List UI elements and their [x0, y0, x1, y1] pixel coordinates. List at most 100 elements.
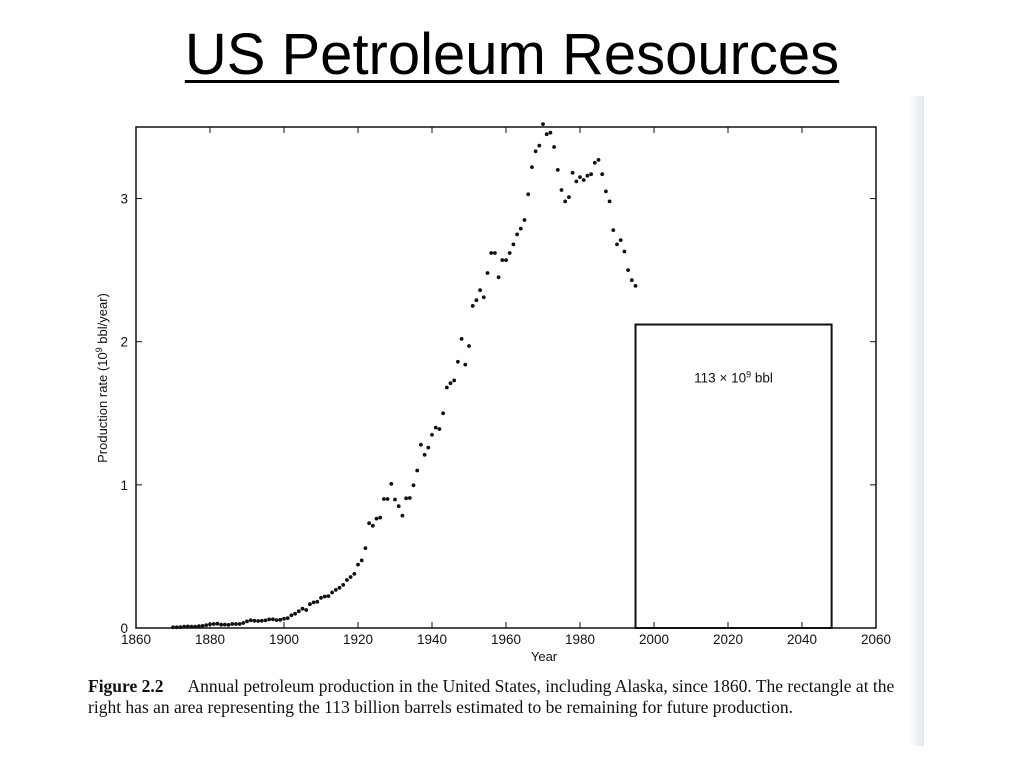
data-point	[496, 275, 501, 280]
data-point	[607, 199, 612, 204]
data-point	[248, 618, 253, 623]
x-tick-label-1920: 1920	[343, 632, 373, 647]
data-point	[237, 622, 242, 626]
data-point	[341, 583, 346, 587]
data-point	[578, 175, 582, 180]
data-point	[396, 504, 401, 509]
data-point	[626, 268, 630, 272]
data-point	[533, 149, 538, 154]
data-point	[174, 625, 179, 630]
data-point	[559, 188, 564, 192]
data-point	[259, 618, 264, 623]
data-point	[507, 251, 512, 255]
data-point	[285, 616, 290, 620]
data-point	[452, 378, 457, 383]
remaining-box-rect	[634, 323, 833, 629]
data-point	[200, 624, 205, 628]
data-point	[422, 452, 427, 457]
data-point	[296, 609, 301, 614]
remaining-box-label-main: 113 × 10	[694, 371, 746, 386]
data-point	[204, 623, 209, 627]
data-point	[382, 497, 386, 501]
x-tick-label-2000: 2000	[639, 632, 669, 647]
data-point	[526, 192, 531, 197]
data-point	[271, 617, 275, 622]
data-point	[252, 618, 257, 623]
remaining-reserves-box: 113 × 109 bbl	[634, 323, 833, 629]
slide-title: US Petroleum Resources	[184, 22, 840, 87]
data-point	[226, 623, 231, 627]
y-tick-label-2: 2	[120, 335, 128, 350]
data-point	[234, 622, 238, 626]
data-point	[433, 425, 438, 430]
data-point	[611, 228, 616, 233]
figure-caption-text: Annual petroleum production in the Unite…	[88, 676, 895, 717]
data-point	[345, 578, 349, 582]
data-point	[552, 145, 556, 149]
data-point	[304, 608, 309, 612]
data-point	[178, 625, 183, 629]
data-point	[319, 596, 323, 600]
data-point	[633, 284, 638, 288]
data-point	[478, 288, 482, 293]
x-tick-label-1940: 1940	[417, 632, 447, 647]
data-point	[211, 622, 216, 626]
x-tick-label-2060: 2060	[861, 632, 891, 647]
data-point	[367, 521, 371, 526]
data-point	[311, 600, 316, 605]
data-point	[300, 606, 305, 611]
data-point	[189, 624, 194, 629]
data-point	[219, 622, 224, 627]
data-point	[470, 304, 475, 308]
data-point	[415, 468, 420, 473]
figure-label: Figure 2.2	[88, 676, 164, 696]
data-point	[463, 362, 468, 367]
y-axis-title-main: Production rate (10	[95, 352, 110, 463]
data-point	[589, 172, 593, 177]
data-point	[282, 616, 286, 621]
data-point	[337, 585, 342, 590]
x-tick-label-1880: 1880	[195, 632, 225, 647]
data-point	[215, 621, 220, 626]
data-point	[504, 258, 508, 262]
data-point	[596, 158, 601, 162]
data-point	[326, 594, 331, 598]
y-tick-label-1: 1	[120, 478, 128, 493]
data-point	[563, 199, 568, 204]
data-point	[308, 602, 312, 607]
data-point	[444, 385, 449, 390]
data-point	[197, 624, 201, 628]
data-point	[289, 613, 294, 618]
data-point	[322, 594, 327, 599]
data-point	[185, 624, 190, 629]
data-point	[363, 546, 368, 550]
data-point	[411, 483, 416, 488]
data-point	[567, 195, 571, 200]
data-point	[393, 497, 397, 502]
remaining-box-label-tail: bbl	[751, 371, 773, 386]
data-point	[400, 513, 405, 518]
remaining-box-label: 113 × 109 bbl	[694, 370, 773, 386]
axis-ticks: 1860 1880 1900 1920 1940 1960 1980 2000 2020 2040…	[120, 127, 891, 647]
y-axis-title: Production rate (109 bbl/year)	[94, 293, 110, 463]
data-point	[385, 497, 390, 501]
remaining-box-label-sup: 9	[746, 370, 751, 380]
data-point	[430, 432, 434, 437]
data-point	[592, 160, 597, 165]
x-tick-label-1860: 1860	[121, 632, 151, 647]
data-point	[481, 295, 486, 300]
data-point	[500, 258, 505, 262]
data-point	[585, 173, 590, 178]
data-point	[537, 143, 542, 148]
x-tick-label-2020: 2020	[713, 632, 743, 647]
data-point	[356, 562, 360, 567]
data-point	[315, 599, 320, 604]
data-point	[522, 218, 527, 222]
figure-caption: Figure 2.2 Annual petroleum production in…	[88, 676, 898, 718]
data-point	[437, 427, 442, 431]
data-point	[241, 621, 246, 625]
data-point	[333, 588, 338, 592]
data-point	[208, 622, 212, 627]
y-tick-label-3: 3	[120, 192, 128, 207]
